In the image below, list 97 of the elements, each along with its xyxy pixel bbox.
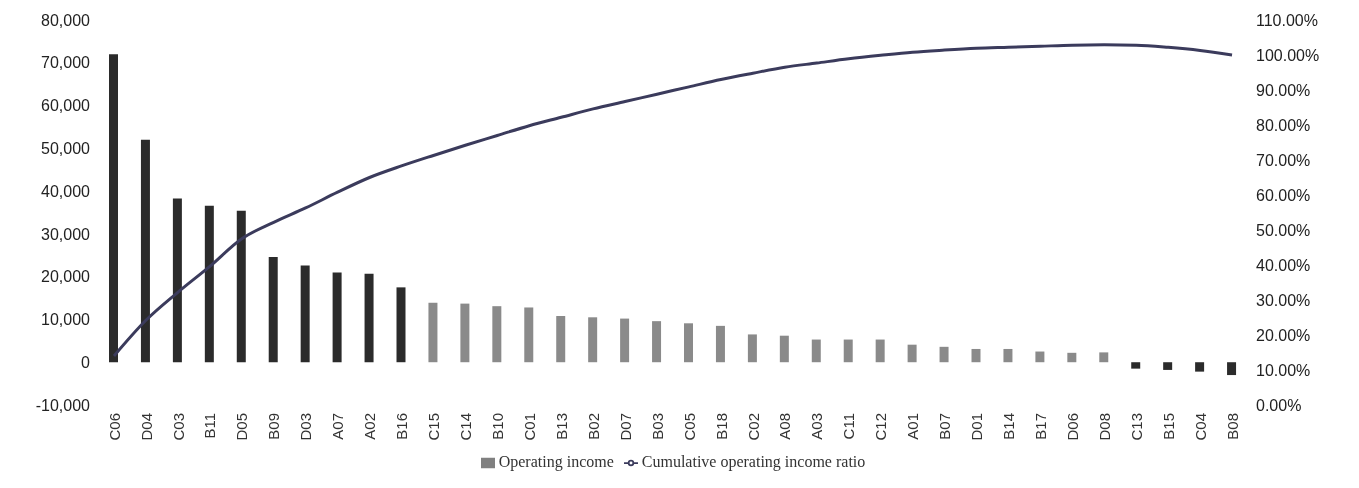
y2-tick-label: 10.00% xyxy=(1256,361,1311,379)
bar xyxy=(556,316,566,363)
x-tick-label: D03 xyxy=(297,413,315,441)
bar xyxy=(140,139,150,363)
y-tick-label: 10,000 xyxy=(41,311,91,329)
y-tick-label: 60,000 xyxy=(41,97,91,115)
bar xyxy=(939,346,949,363)
y2-tick-label: 50.00% xyxy=(1256,221,1311,239)
x-tick-label: C11 xyxy=(840,413,858,440)
y2-tick-label: 80.00% xyxy=(1256,116,1311,134)
bar xyxy=(172,198,182,363)
legend-label: Cumulative operating income ratio xyxy=(641,453,866,470)
bar xyxy=(428,302,438,363)
y-tick-label: 50,000 xyxy=(41,140,91,158)
bar xyxy=(843,339,853,363)
bar xyxy=(1195,362,1205,372)
x-tick-label: D01 xyxy=(968,413,986,441)
x-tick-label: A07 xyxy=(329,413,347,440)
legend-label: Operating income xyxy=(498,453,614,470)
x-tick-label: C02 xyxy=(744,413,762,441)
bar xyxy=(268,256,278,363)
bar xyxy=(364,273,374,363)
bar xyxy=(109,54,118,363)
x-tick-label: D08 xyxy=(1095,413,1113,441)
x-tick-label: D06 xyxy=(1063,413,1081,441)
bar xyxy=(524,307,534,363)
bar xyxy=(1067,352,1077,363)
bar xyxy=(811,339,821,363)
y-tick-label: -10,000 xyxy=(35,396,91,414)
bar xyxy=(1163,362,1173,370)
bar xyxy=(396,287,406,363)
y-tick-label: 70,000 xyxy=(41,54,91,72)
x-tick-label: A08 xyxy=(776,413,794,440)
x-tick-label: C15 xyxy=(425,413,443,441)
bar xyxy=(236,210,246,363)
bar xyxy=(971,348,981,363)
x-tick-label: B03 xyxy=(648,413,666,440)
x-tick-label: D04 xyxy=(137,413,155,441)
bar xyxy=(332,272,342,363)
x-tick-label: C05 xyxy=(680,413,698,441)
x-tick-label: B09 xyxy=(265,413,283,440)
y2-tick-label: 40.00% xyxy=(1256,256,1311,274)
x-tick-label: C14 xyxy=(457,413,475,441)
x-tick-label: B17 xyxy=(1032,413,1050,440)
x-tick-label: C04 xyxy=(1191,413,1209,441)
x-tick-label: D05 xyxy=(233,413,251,441)
y2-tick-label: 70.00% xyxy=(1256,151,1311,169)
y-tick-label: 0 xyxy=(81,353,91,371)
x-tick-label: B18 xyxy=(712,413,730,440)
x-tick-label: C06 xyxy=(105,413,123,441)
bar xyxy=(1099,352,1109,363)
bar xyxy=(1035,351,1045,363)
bar xyxy=(620,318,630,363)
x-tick-label: A02 xyxy=(361,413,379,440)
x-tick-label: B11 xyxy=(201,413,219,439)
bar xyxy=(907,344,917,363)
x-tick-label: C12 xyxy=(872,413,890,441)
x-tick-label: B02 xyxy=(584,413,602,440)
y-tick-label: 80,000 xyxy=(41,11,91,29)
x-tick-label: A01 xyxy=(904,413,922,440)
x-tick-label: B15 xyxy=(1159,413,1177,440)
x-tick-label: B10 xyxy=(488,413,506,440)
line-series xyxy=(112,43,1234,358)
bar xyxy=(875,339,885,363)
x-tick-label: B13 xyxy=(552,413,570,440)
y-tick-label: 40,000 xyxy=(41,182,91,200)
y2-tick-label: 60.00% xyxy=(1256,186,1311,204)
y2-tick-label: 20.00% xyxy=(1256,326,1311,344)
x-tick-label: B07 xyxy=(936,413,954,440)
y2-tick-label: 30.00% xyxy=(1256,291,1311,309)
x-tick-label: A03 xyxy=(808,413,826,440)
x-tick-label: B14 xyxy=(1000,413,1018,440)
x-tick-label: C01 xyxy=(520,413,538,441)
bar xyxy=(460,303,470,363)
bar xyxy=(747,334,757,363)
bar xyxy=(492,306,502,363)
x-tick-label: C13 xyxy=(1127,413,1145,441)
y-tick-label: 20,000 xyxy=(41,268,91,286)
bar xyxy=(684,323,693,363)
bar xyxy=(652,321,662,363)
bar xyxy=(779,335,789,363)
x-tick-label: D07 xyxy=(616,413,634,441)
bar xyxy=(204,205,214,363)
bar xyxy=(1131,362,1141,369)
y2-tick-label: 110.00% xyxy=(1256,11,1318,29)
bar xyxy=(1003,348,1013,363)
bar xyxy=(300,265,310,363)
y2-tick-label: 100.00% xyxy=(1256,46,1320,64)
bar xyxy=(588,317,598,363)
x-tick-label: C03 xyxy=(169,413,187,441)
x-tick-label: B16 xyxy=(393,413,411,440)
bar xyxy=(1227,362,1237,376)
bar xyxy=(715,325,725,363)
y2-tick-label: 0.00% xyxy=(1256,396,1302,414)
x-tick-label: B08 xyxy=(1223,413,1241,440)
y2-tick-label: 90.00% xyxy=(1256,81,1311,99)
y-tick-label: 30,000 xyxy=(41,225,91,243)
